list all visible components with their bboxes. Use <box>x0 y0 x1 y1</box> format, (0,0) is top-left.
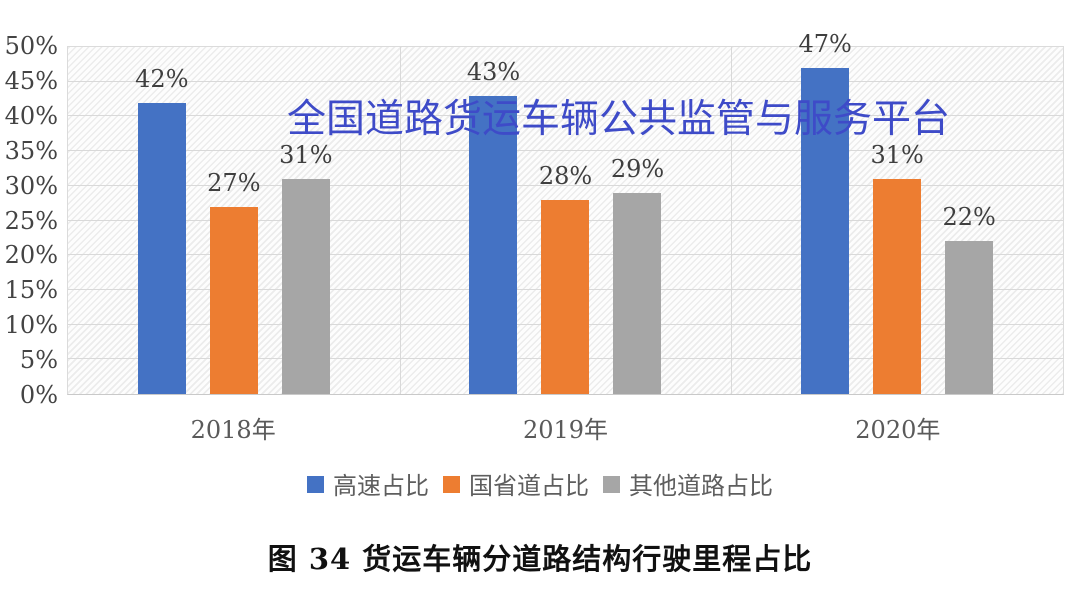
bar-value-label: 31% <box>279 140 333 169</box>
bar-value-label: 43% <box>466 57 521 86</box>
bar-value-label: 28% <box>538 161 593 190</box>
bar-fill <box>281 178 330 394</box>
gridline <box>68 80 1063 82</box>
bar-value-label: 31% <box>870 140 924 169</box>
y-tick-label: 25% <box>4 206 58 235</box>
gridline-vertical <box>731 47 733 394</box>
bar-fill <box>469 95 518 394</box>
y-tick-label: 10% <box>4 311 58 340</box>
y-tick-label: 5% <box>19 346 58 375</box>
legend-item: 高速占比 <box>307 466 429 501</box>
bar-fill <box>209 206 258 394</box>
x-category-label: 2020年 <box>855 416 941 444</box>
y-tick-label: 35% <box>4 136 58 165</box>
bar-高速占比: 43% <box>467 60 520 394</box>
bar-国省道占比: 27% <box>207 171 261 394</box>
legend-swatch-icon <box>307 476 324 493</box>
bar-group: 42% 27% 31% <box>68 47 400 394</box>
bar-value-label: 29% <box>610 154 665 183</box>
bar-其他道路占比: 22% <box>942 205 996 394</box>
bar-fill <box>541 199 590 394</box>
legend-label: 其他道路占比 <box>629 472 773 500</box>
y-tick-label: 0% <box>19 381 58 409</box>
gridline <box>68 184 1063 186</box>
y-tick-label: 30% <box>4 171 58 200</box>
y-tick-label: 50% <box>4 32 58 60</box>
y-tick-label: 20% <box>4 241 58 270</box>
bar-value-label: 27% <box>207 168 261 197</box>
bar-其他道路占比: 29% <box>611 157 664 394</box>
gridline <box>68 115 1063 117</box>
legend-item: 国省道占比 <box>443 466 589 501</box>
bar-group: 47% 31% 22% <box>731 32 1063 394</box>
bar-国省道占比: 28% <box>539 164 592 394</box>
y-tick-label: 45% <box>4 66 58 95</box>
gridline-vertical <box>399 47 401 394</box>
x-category-label: 2019年 <box>522 416 609 444</box>
bar-高速占比: 42% <box>135 67 189 394</box>
legend-label: 高速占比 <box>333 472 429 500</box>
x-axis: 2018年 2019年 2020年 <box>67 410 1064 445</box>
bar-value-label: 22% <box>942 203 996 232</box>
bar-value-label: 47% <box>798 29 852 58</box>
y-axis: 0% 5% 10% 15% 20% 25% 30% 35% 40% 45% 50% <box>0 34 60 407</box>
plot-area: 42% 27% 31% 43% 28% 29% 47% 31% 22% <box>67 32 1064 395</box>
gridline <box>68 150 1063 152</box>
figure-caption: 图 34 货运车辆分道路结构行驶里程占比 <box>267 542 813 576</box>
legend-label: 国省道占比 <box>469 472 589 500</box>
bar-group: 43% 28% 29% <box>400 47 732 394</box>
bar-fill <box>873 178 922 394</box>
x-category-label: 2018年 <box>190 416 276 444</box>
bar-fill <box>945 241 994 394</box>
legend: 高速占比 国省道占比 其他道路占比 <box>0 466 1080 501</box>
bar-value-label: 42% <box>135 64 189 93</box>
bar-fill <box>137 102 186 394</box>
bar-fill <box>613 192 662 394</box>
legend-swatch-icon <box>603 476 620 493</box>
bar-国省道占比: 31% <box>870 143 924 394</box>
bar-其他道路占比: 31% <box>279 143 333 394</box>
y-tick-label: 15% <box>4 276 58 305</box>
y-tick-label: 40% <box>4 101 58 130</box>
watermark-text: 全国道路货运车辆公共监管与服务平台 <box>287 97 951 142</box>
bar-高速占比: 47% <box>798 32 852 394</box>
bar-fill <box>801 67 850 394</box>
legend-swatch-icon <box>443 476 460 493</box>
legend-item: 其他道路占比 <box>603 466 773 501</box>
